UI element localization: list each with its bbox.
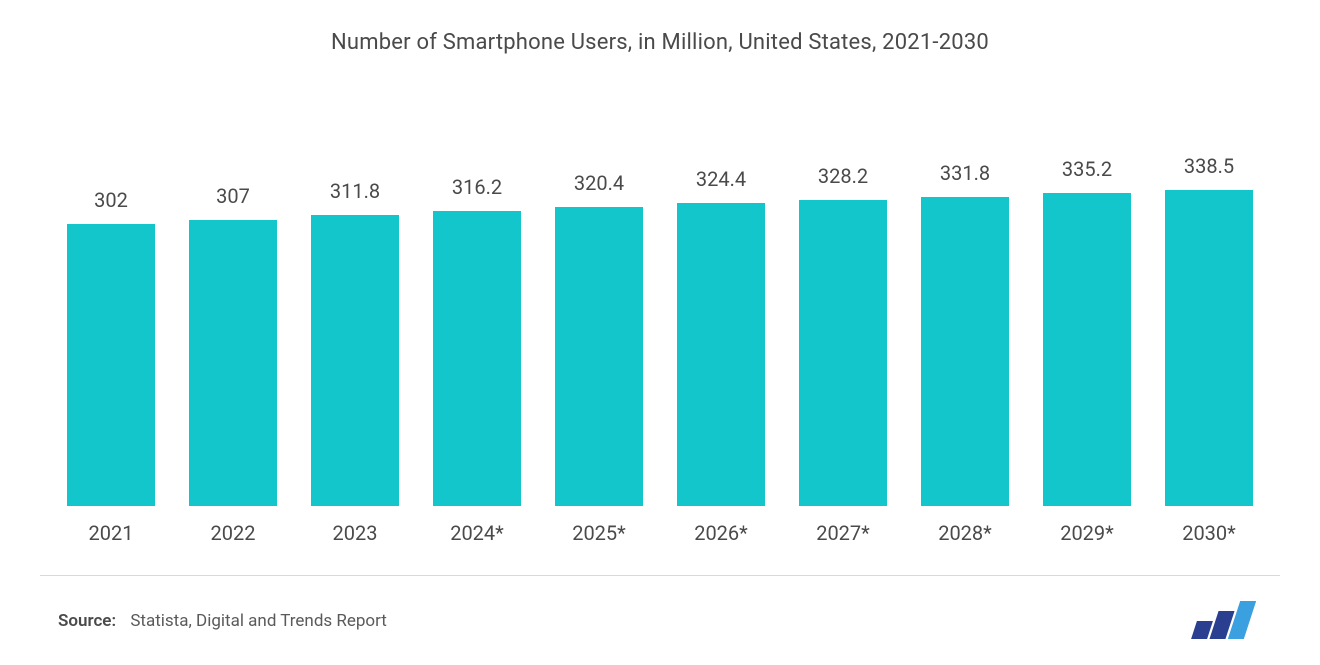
- bar: [677, 203, 765, 506]
- bar-column: 331.8: [905, 105, 1025, 506]
- bar-value-label: 316.2: [452, 175, 502, 199]
- bar: [433, 211, 521, 506]
- bar-column: 328.2: [783, 105, 903, 506]
- x-axis-label: 2022: [173, 521, 293, 545]
- bar: [67, 224, 155, 506]
- x-axis-label: 2024*: [417, 521, 537, 545]
- x-axis-label: 2030*: [1149, 521, 1269, 545]
- chart-title: Number of Smartphone Users, in Million, …: [40, 30, 1280, 55]
- bar-value-label: 324.4: [696, 167, 746, 191]
- bar-value-label: 307: [216, 184, 250, 208]
- x-axis-label: 2023: [295, 521, 415, 545]
- bar-value-label: 331.8: [940, 161, 990, 185]
- bar-column: 324.4: [661, 105, 781, 506]
- x-axis-label: 2026*: [661, 521, 781, 545]
- source-text: Statista, Digital and Trends Report: [130, 611, 387, 631]
- source-line: Source: Statista, Digital and Trends Rep…: [58, 611, 387, 631]
- bar-column: 320.4: [539, 105, 659, 506]
- bar: [1165, 190, 1253, 506]
- bar-column: 335.2: [1027, 105, 1147, 506]
- x-axis-label: 2021: [51, 521, 171, 545]
- bar: [311, 215, 399, 506]
- bar-column: 302: [51, 105, 171, 506]
- source-label: Source:: [58, 611, 116, 631]
- bar-value-label: 320.4: [574, 171, 624, 195]
- plot-area: 302 307 311.8 316.2 320.4 324.4 328.2 331.8 335.…: [40, 105, 1280, 555]
- chart-footer: Source: Statista, Digital and Trends Rep…: [40, 575, 1280, 665]
- bar: [921, 197, 1009, 506]
- brand-logo-icon: [1192, 603, 1262, 639]
- x-axis-label: 2027*: [783, 521, 903, 545]
- bar-value-label: 335.2: [1062, 157, 1112, 181]
- x-axis-label: 2029*: [1027, 521, 1147, 545]
- bar: [555, 207, 643, 506]
- bar-value-label: 328.2: [818, 164, 868, 188]
- bar: [189, 220, 277, 506]
- bar-value-label: 311.8: [330, 179, 380, 203]
- x-axis-label: 2025*: [539, 521, 659, 545]
- bar: [1043, 193, 1131, 506]
- bar-column: 307: [173, 105, 293, 506]
- chart-container: Number of Smartphone Users, in Million, …: [0, 0, 1320, 665]
- bars-row: 302 307 311.8 316.2 320.4 324.4 328.2 331.8 335.…: [50, 105, 1270, 507]
- bar-column: 311.8: [295, 105, 415, 506]
- bar-column: 338.5: [1149, 105, 1269, 506]
- bar-column: 316.2: [417, 105, 537, 506]
- bar-value-label: 338.5: [1184, 154, 1234, 178]
- x-axis-labels: 2021202220232024*2025*2026*2027*2028*202…: [50, 507, 1270, 555]
- bar: [799, 200, 887, 506]
- x-axis-label: 2028*: [905, 521, 1025, 545]
- bar-value-label: 302: [94, 188, 128, 212]
